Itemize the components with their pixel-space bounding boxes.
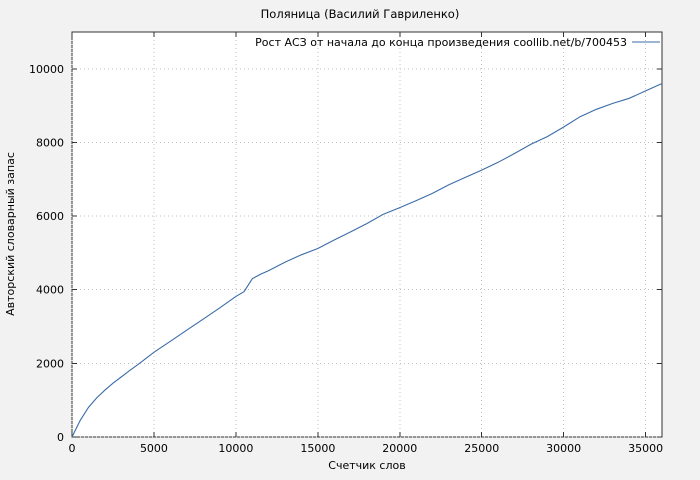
series-line (71, 82, 663, 438)
y-axis-label: Авторский словарный запас (4, 152, 17, 316)
x-tick-label: 35000 (628, 442, 663, 455)
series-group (71, 82, 663, 438)
y-tick-label: 0 (57, 431, 64, 444)
x-tick-label: 15000 (300, 442, 335, 455)
x-tick-label: 20000 (382, 442, 417, 455)
y-tick-label: 10000 (29, 63, 64, 76)
y-tick-label: 8000 (36, 136, 64, 149)
x-tick-label: 5000 (140, 442, 168, 455)
y-tick-label: 2000 (36, 357, 64, 370)
x-tick-label: 30000 (546, 442, 581, 455)
y-tick-label: 6000 (36, 210, 64, 223)
y-tick-labels: 0 2000 4000 6000 8000 10000 (29, 63, 64, 444)
x-tick-labels: 0 5000 10000 15000 20000 25000 30000 35000 (69, 442, 664, 455)
y-tick-label: 4000 (36, 284, 64, 297)
x-tick-label: 25000 (464, 442, 499, 455)
chart-title: Поляница (Василий Гавриленко) (261, 7, 460, 21)
x-tick-label: 10000 (218, 442, 253, 455)
x-tick-label: 0 (69, 442, 76, 455)
axis-ticks (71, 32, 662, 438)
legend-label: Рост АСЗ от начала до конца произведения… (255, 36, 627, 49)
plot-area (71, 31, 663, 438)
x-axis-label: Счетчик слов (328, 459, 405, 472)
